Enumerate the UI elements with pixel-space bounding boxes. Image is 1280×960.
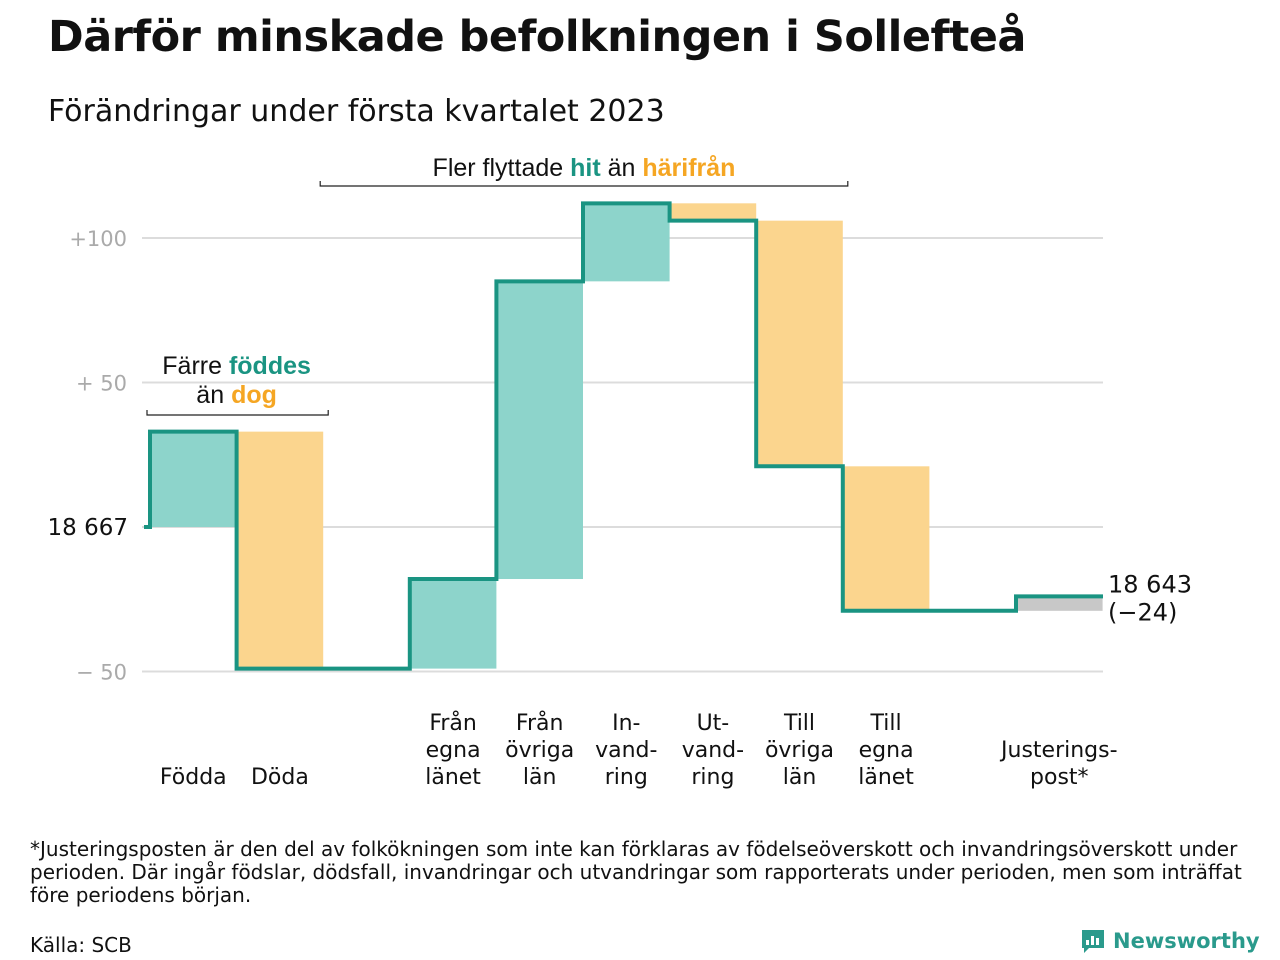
x-label-fran-egna-lanet: Från [429,710,477,736]
bar-invandring [583,203,670,282]
brand-name: Newsworthy [1113,929,1260,953]
cumulative-line [144,201,1103,671]
annotation-migration-bracket [319,181,849,187]
x-label-invandring: ring [605,765,648,790]
end-value-label: 18 643 [1108,570,1192,598]
bar-fodda [150,431,237,527]
x-label-till-egna-lanet: egna [859,738,914,763]
annotation-births-line2: än dog [196,381,277,409]
footnote: *Justeringsposten är den del av folkökni… [30,837,1242,907]
x-label-fran-egna-lanet: länet [425,765,481,790]
x-label-till-egna-lanet: Till [870,711,902,736]
line-layer [144,201,1103,671]
annotation-births-line1: Färre föddes [162,352,311,380]
source-label: Källa: SCB [30,933,132,957]
chart-subtitle: Förändringar under första kvartalet 2023 [48,94,665,129]
x-label-fran-egna-lanet: egna [426,738,481,763]
x-label-justeringspost: Justerings- [999,738,1118,763]
end-change-label: (−24) [1108,598,1177,626]
x-label-doda: Döda [251,765,309,790]
x-label-till-ovriga-lan: Till [783,711,815,736]
x-label-utvandring: Ut- [697,711,730,736]
bar-fran-ovriga-lan [496,281,583,580]
x-label-till-egna-lanet: länet [858,765,914,790]
bars-layer [150,203,1103,669]
annotation-migration: Fler flyttade hit än härifrån [433,154,736,182]
x-label-utvandring: ring [691,765,734,790]
x-label-till-ovriga-lan: län [783,765,817,790]
bar-till-ovriga-lan [756,220,843,467]
y-tick-label: + 50 [76,372,127,396]
newsworthy-logo-icon [1082,930,1104,953]
x-label-fran-ovriga-lan: län [523,765,557,790]
brand: Newsworthy [1080,928,1260,954]
x-label-fran-ovriga-lan: Från [516,710,564,736]
start-value-label: 18 667 [48,515,128,541]
x-label-fodda: Födda [160,765,227,790]
bar-doda [236,431,324,669]
x-label-invandring: In- [612,711,640,736]
annotation-births-bracket [146,410,329,416]
bar-fran-egna-lanet [409,579,497,669]
x-label-till-ovriga-lan: övriga [765,738,834,763]
bar-utvandring [669,203,757,221]
y-tick-label: +100 [69,227,127,251]
bar-justeringspost [1016,596,1103,611]
chart-title: Därför minskade befolkningen i Sollefteå [48,12,1026,62]
bar-till-egna-lanet [842,466,930,611]
x-label-utvandring: vand- [682,738,744,763]
y-tick-label: − 50 [76,661,127,685]
x-label-justeringspost: post* [1030,765,1089,790]
x-label-invandring: vand- [595,738,657,763]
x-label-fran-ovriga-lan: övriga [505,738,574,763]
grid-layer: +100 + 50 − 50 [69,227,1103,685]
